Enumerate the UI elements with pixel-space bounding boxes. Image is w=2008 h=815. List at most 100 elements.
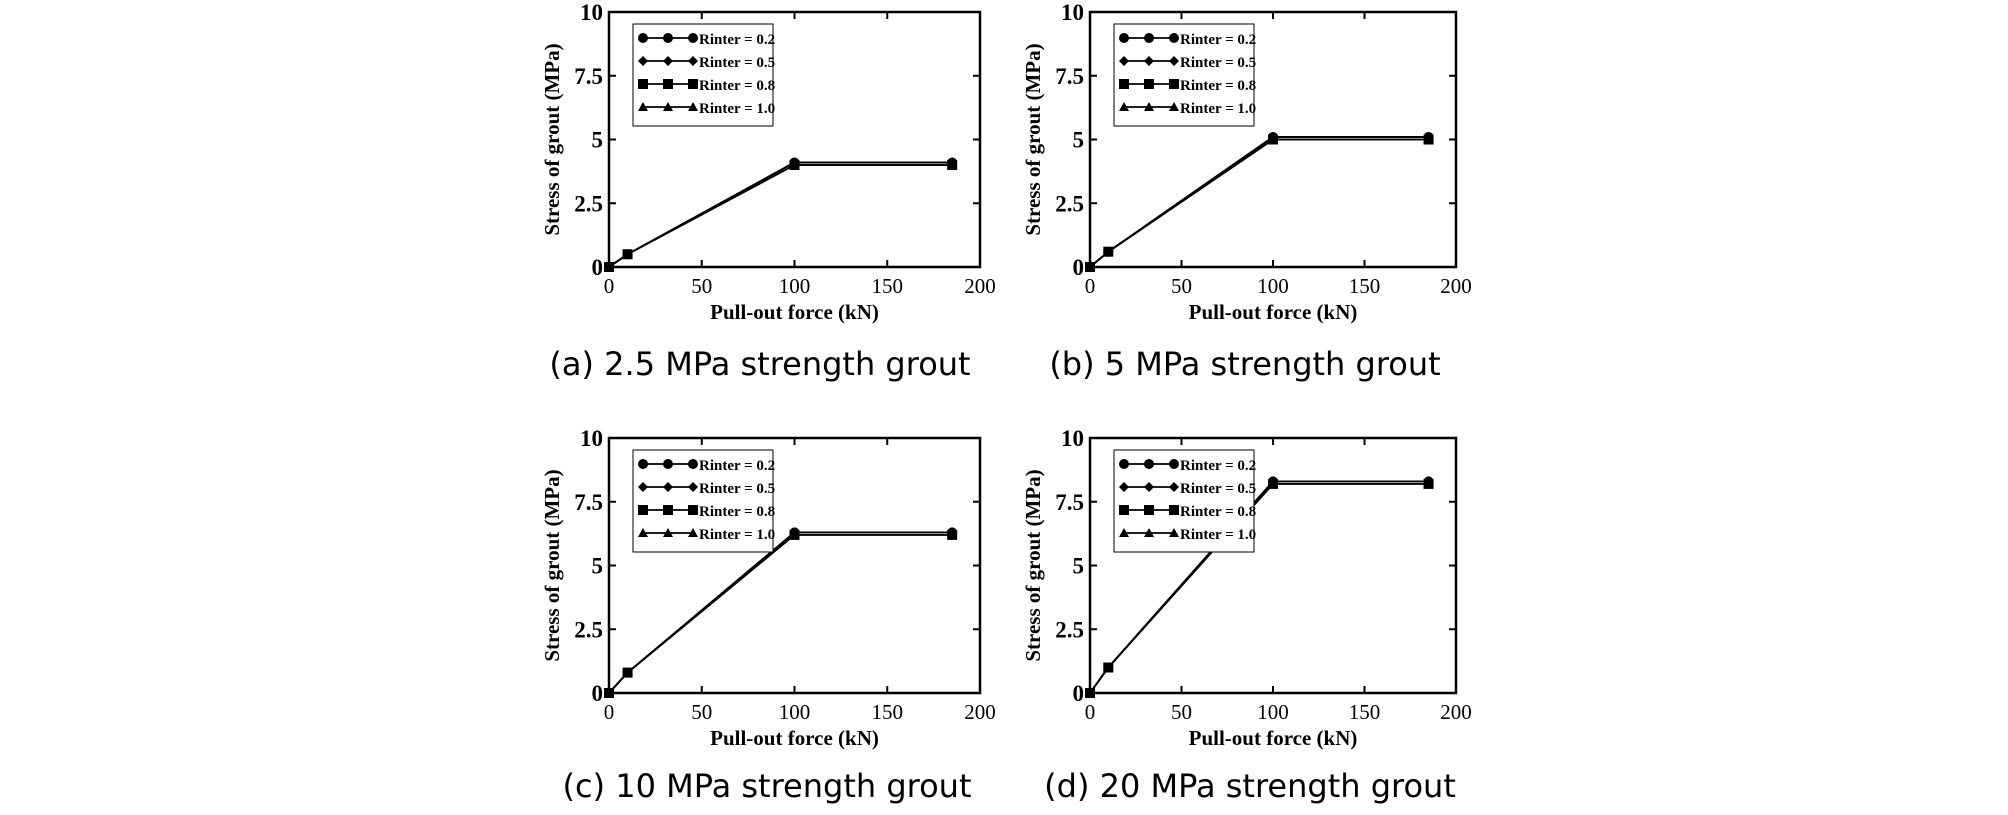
- data-point-triangle: [1103, 662, 1114, 672]
- legend-label: Rinter = 1.0: [699, 101, 775, 117]
- panel-caption: (d) 20 MPa strength grout: [1044, 767, 1456, 805]
- x-tick-label: 0: [1085, 700, 1096, 724]
- legend-label: Rinter = 1.0: [1180, 527, 1256, 543]
- series-line: [608, 531, 953, 694]
- legend-entry: Rinter = 0.5: [1119, 55, 1256, 71]
- legend-entry: Rinter = 0.5: [638, 55, 775, 71]
- series-line: [608, 161, 953, 268]
- y-tick-label: 0: [1073, 681, 1085, 706]
- series-line: [608, 161, 953, 268]
- legend-marker-triangle: [1144, 528, 1154, 537]
- legend-marker-circle: [1144, 459, 1154, 469]
- legend-marker-diamond: [663, 482, 673, 492]
- legend-marker-diamond: [1169, 482, 1179, 492]
- chart-panel: 0 50 100 150 200 0 2.5 5 7.5 10 Pull-out force (kN…: [1021, 0, 1472, 383]
- legend-marker-triangle: [663, 528, 673, 537]
- series-line: [1089, 138, 1429, 268]
- legend-marker-circle: [663, 459, 673, 469]
- legend-marker-square: [1144, 505, 1154, 515]
- legend-marker-circle: [1119, 459, 1129, 469]
- data-point-triangle: [789, 160, 800, 169]
- series-line: [1089, 136, 1429, 268]
- legend-marker-triangle: [1119, 102, 1129, 111]
- legend-entry: Rinter = 0.8: [1119, 78, 1256, 94]
- y-tick-label: 0: [1073, 255, 1085, 280]
- y-tick-label: 0: [592, 681, 604, 706]
- legend-box: [1113, 23, 1255, 127]
- legend-label: Rinter = 0.8: [1180, 78, 1256, 94]
- legend-label: Rinter = 0.2: [1180, 32, 1256, 48]
- legend-box: [632, 449, 774, 553]
- x-tick-label: 200: [964, 700, 996, 724]
- x-tick-label: 100: [779, 274, 811, 298]
- legend-entry: Rinter = 0.8: [1119, 504, 1256, 520]
- legend-label: Rinter = 0.5: [1180, 481, 1256, 497]
- legend-marker-circle: [1144, 33, 1154, 43]
- y-tick-label: 5: [592, 554, 604, 579]
- legend-box: [1113, 449, 1255, 553]
- legend-marker-triangle: [1144, 102, 1154, 111]
- legend-marker-square: [638, 79, 648, 89]
- y-tick-label: 0: [592, 255, 604, 280]
- data-point-triangle: [947, 529, 958, 539]
- data-point-triangle: [1423, 478, 1434, 488]
- x-axis-title: Pull-out force (kN): [1189, 726, 1358, 750]
- x-tick-label: 200: [1440, 274, 1472, 298]
- legend-entry: Rinter = 0.2: [638, 32, 775, 48]
- legend-marker-circle: [1169, 459, 1179, 469]
- legend-entry: Rinter = 0.8: [638, 78, 775, 94]
- x-tick-label: 50: [1171, 700, 1192, 724]
- legend-marker-square: [1119, 505, 1129, 515]
- y-tick-label: 10: [1061, 0, 1084, 25]
- legend-marker-triangle: [688, 528, 698, 537]
- x-axis-title: Pull-out force (kN): [710, 300, 879, 324]
- y-tick-label: 7.5: [574, 64, 603, 89]
- legend-label: Rinter = 0.2: [699, 32, 775, 48]
- series-line: [608, 534, 953, 694]
- legend-label: Rinter = 0.2: [699, 458, 775, 474]
- legend-marker-triangle: [1169, 528, 1179, 537]
- x-tick-label: 100: [1257, 274, 1289, 298]
- legend-marker-square: [663, 79, 673, 89]
- panel-caption: (c) 10 MPa strength grout: [563, 767, 972, 805]
- y-tick-label: 10: [1061, 426, 1084, 451]
- legend-marker-square: [688, 79, 698, 89]
- x-tick-label: 200: [1440, 700, 1472, 724]
- panel-caption: (a) 2.5 MPa strength grout: [549, 345, 970, 383]
- legend-entry: Rinter = 1.0: [1119, 101, 1256, 117]
- legend-label: Rinter = 1.0: [1180, 101, 1256, 117]
- y-tick-label: 5: [592, 128, 604, 153]
- legend-entry: Rinter = 0.8: [638, 504, 775, 520]
- legend-marker-circle: [1119, 33, 1129, 43]
- y-tick-label: 7.5: [1055, 64, 1084, 89]
- chart-panel: 0 50 100 150 200 0 2.5 5 7.5 10 Pull-out force (kN…: [540, 426, 996, 805]
- x-tick-label: 150: [872, 274, 904, 298]
- legend-marker-square: [638, 505, 648, 515]
- legend-marker-diamond: [1119, 56, 1129, 66]
- legend-entry: Rinter = 1.0: [638, 527, 775, 543]
- x-axis-title: Pull-out force (kN): [1189, 300, 1358, 324]
- y-axis-title: Stress of grout (MPa): [540, 43, 564, 235]
- legend-marker-triangle: [663, 102, 673, 111]
- legend-entry: Rinter = 0.5: [638, 481, 775, 497]
- legend-marker-square: [1119, 79, 1129, 89]
- data-point-triangle: [1268, 134, 1278, 144]
- y-tick-label: 5: [1073, 554, 1085, 579]
- y-axis-title: Stress of grout (MPa): [540, 469, 564, 661]
- legend-box: [632, 23, 774, 127]
- panel-caption: (b) 5 MPa strength grout: [1049, 345, 1440, 383]
- legend-marker-circle: [638, 459, 648, 469]
- x-tick-label: 200: [964, 274, 996, 298]
- legend-marker-diamond: [1119, 482, 1129, 492]
- legend-marker-triangle: [638, 102, 648, 111]
- legend-entry: Rinter = 0.5: [1119, 481, 1256, 497]
- x-tick-label: 150: [1349, 700, 1381, 724]
- data-point-triangle: [1103, 246, 1114, 256]
- legend-label: Rinter = 0.8: [699, 78, 775, 94]
- legend-entry: Rinter = 0.2: [638, 458, 775, 474]
- data-point-triangle: [947, 160, 958, 169]
- data-point-triangle: [1268, 478, 1278, 488]
- data-point-triangle: [789, 529, 800, 539]
- legend-marker-diamond: [638, 56, 648, 66]
- legend-label: Rinter = 0.5: [699, 481, 775, 497]
